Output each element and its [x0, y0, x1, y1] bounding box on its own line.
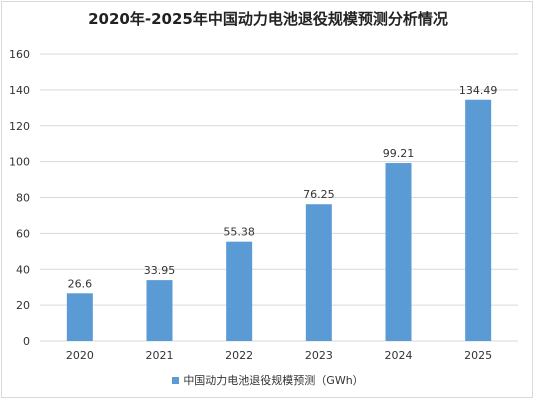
x-tick-label: 2023: [305, 349, 333, 362]
data-label: 26.6: [68, 277, 93, 290]
bar: [66, 293, 93, 341]
x-tick-label: 2025: [464, 349, 492, 362]
chart-title: 2020年-2025年中国动力电池退役规模预测分析情况: [88, 10, 448, 28]
bar: [305, 204, 332, 341]
bar: [146, 280, 173, 341]
x-tick-label: 2020: [66, 349, 94, 362]
data-label: 134.49: [459, 84, 498, 97]
y-tick-label: 160: [9, 48, 30, 61]
legend-label: 中国动力电池退役规模预测（GWh）: [183, 374, 364, 387]
x-tick-label: 2021: [146, 349, 174, 362]
y-tick-label: 20: [16, 299, 30, 312]
y-tick-label: 80: [16, 192, 30, 205]
data-label: 76.25: [303, 188, 335, 201]
y-tick-label: 120: [9, 120, 30, 133]
data-label: 99.21: [383, 147, 415, 160]
x-tick-label: 2022: [225, 349, 253, 362]
bar: [465, 99, 492, 341]
legend: 中国动力电池退役规模预测（GWh）: [0, 372, 536, 388]
legend-swatch: [172, 376, 180, 384]
y-tick-label: 40: [16, 263, 30, 276]
bar: [385, 163, 412, 341]
bar: [226, 241, 253, 341]
y-tick-label: 140: [9, 84, 30, 97]
x-tick-label: 2024: [385, 349, 413, 362]
data-label: 33.95: [144, 264, 176, 277]
y-tick-label: 0: [23, 335, 30, 348]
y-tick-label: 60: [16, 227, 30, 240]
y-tick-label: 100: [9, 156, 30, 169]
data-label: 55.38: [223, 226, 255, 239]
